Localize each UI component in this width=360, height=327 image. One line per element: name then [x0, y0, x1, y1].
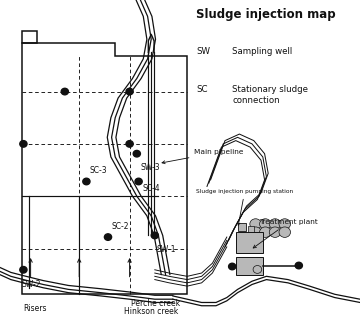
Text: Hinkson creek: Hinkson creek — [124, 307, 179, 316]
Circle shape — [20, 267, 27, 273]
Text: Treatment plant: Treatment plant — [253, 219, 318, 248]
Bar — [238, 238, 246, 245]
Bar — [236, 257, 263, 275]
Text: SC-2: SC-2 — [112, 221, 129, 231]
Circle shape — [229, 263, 236, 270]
Text: Perche creek: Perche creek — [131, 299, 180, 308]
Circle shape — [250, 219, 261, 229]
Circle shape — [269, 227, 281, 237]
Text: Main pipeline: Main pipeline — [162, 149, 244, 164]
Text: Risers: Risers — [23, 303, 47, 313]
Circle shape — [253, 266, 262, 273]
Circle shape — [269, 219, 281, 229]
Circle shape — [279, 219, 291, 229]
Text: SW: SW — [196, 47, 210, 57]
Circle shape — [151, 232, 158, 239]
Text: SW-3: SW-3 — [140, 164, 160, 173]
Text: Sludge injection map: Sludge injection map — [196, 8, 336, 21]
Circle shape — [104, 234, 112, 240]
Text: SC: SC — [196, 85, 208, 94]
Bar — [236, 232, 263, 253]
Circle shape — [250, 227, 261, 237]
Circle shape — [126, 88, 133, 95]
Circle shape — [135, 178, 142, 185]
Text: Sludge injection pumping station: Sludge injection pumping station — [196, 189, 293, 225]
Text: SC-3: SC-3 — [90, 166, 108, 175]
Circle shape — [133, 150, 140, 157]
Circle shape — [295, 262, 302, 269]
Circle shape — [20, 141, 27, 147]
Text: Sampling well: Sampling well — [232, 47, 292, 57]
Bar — [248, 226, 254, 233]
Circle shape — [260, 227, 271, 237]
Circle shape — [279, 227, 291, 237]
Circle shape — [61, 88, 68, 95]
Text: Stationary sludge
connection: Stationary sludge connection — [232, 85, 308, 105]
Circle shape — [83, 178, 90, 185]
Text: SW-2: SW-2 — [22, 280, 41, 289]
Text: SW-1: SW-1 — [157, 245, 176, 254]
Bar — [238, 223, 246, 231]
Text: SC-4: SC-4 — [142, 184, 160, 193]
Circle shape — [126, 141, 133, 147]
Circle shape — [260, 219, 271, 229]
